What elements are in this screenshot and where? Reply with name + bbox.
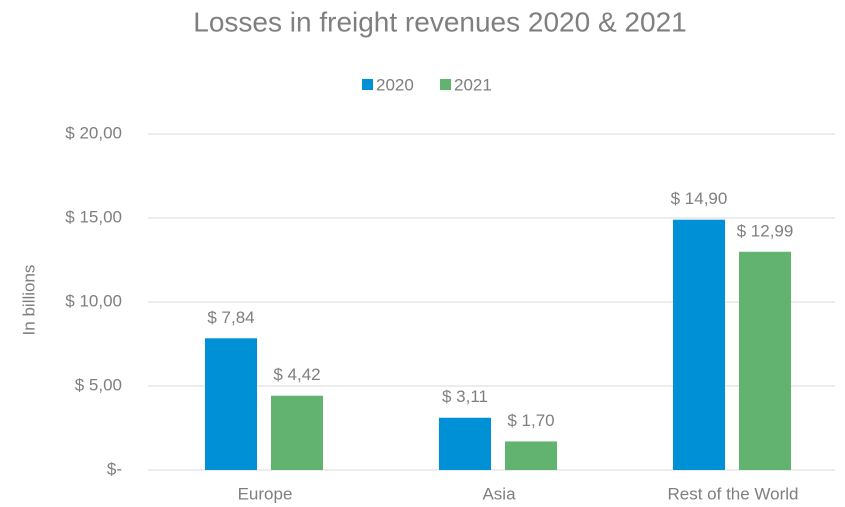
bar (439, 417, 491, 470)
y-tick-label: $ 5,00 (75, 375, 122, 394)
bar (205, 338, 257, 470)
y-tick-label: $ 20,00 (65, 123, 122, 142)
y-axis-label: In billions (19, 265, 38, 336)
legend-label: 2021 (454, 75, 492, 94)
x-tick-label: Rest of the World (667, 484, 798, 503)
y-tick-label: $ 15,00 (65, 207, 122, 226)
data-label: $ 3,11 (442, 387, 488, 406)
x-tick-label: Europe (238, 484, 293, 503)
x-tick-label: Asia (482, 484, 516, 503)
bar (271, 395, 323, 470)
data-label: $ 12,99 (737, 221, 794, 240)
data-label: $ 14,90 (671, 189, 728, 208)
bar (505, 441, 557, 470)
y-tick-label: $ 10,00 (65, 291, 122, 310)
chart-title: Losses in freight revenues 2020 & 2021 (193, 6, 686, 37)
bar (673, 219, 725, 470)
legend-swatch (362, 79, 373, 90)
data-label: $ 4,42 (273, 365, 320, 384)
bar (739, 251, 791, 470)
legend-swatch (440, 79, 451, 90)
data-label: $ 7,84 (207, 308, 254, 327)
y-tick-label: $- (107, 459, 122, 478)
legend-label: 2020 (376, 75, 414, 94)
data-label: $ 1,70 (507, 411, 554, 430)
